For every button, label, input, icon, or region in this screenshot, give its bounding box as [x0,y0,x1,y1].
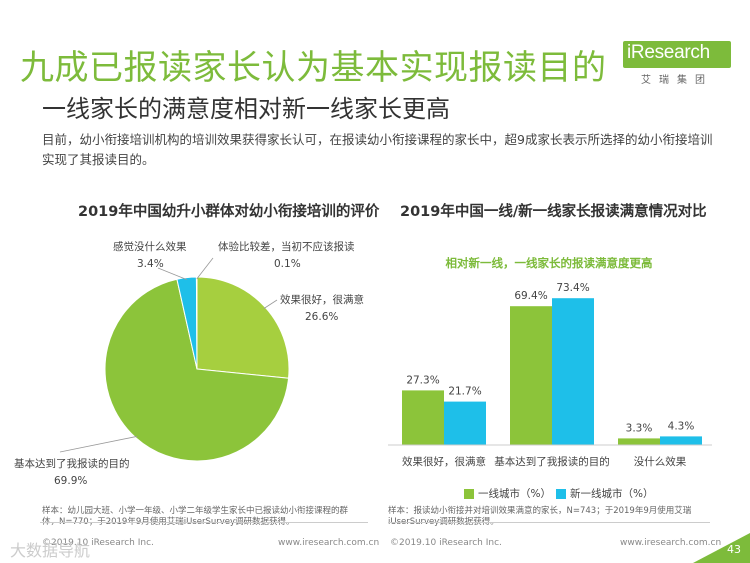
footer-url-left: www.iresearch.com.cn [278,538,380,548]
watermark: 大数据导航 [10,541,91,560]
pie-label-bad-experience: 体验比较差，当初不应该报读 [218,241,355,253]
bar-category-no-effect: 没什么效果 [634,455,687,468]
corner-decoration [693,533,750,563]
pie-sample-note: 样本：幼儿园大班、小学一年级、小学二年级学生家长中已报读幼小衔接课程的群体，N=… [42,506,349,527]
bar-new-tier1-basically-achieved [552,298,594,445]
pie-slice-basically-achieved [104,278,290,462]
bar-tier1-very-satisfied [402,390,444,445]
pie-value-bad-experience: 0.1% [274,258,301,270]
bar-label-tier1-no-effect: 3.3% [626,422,653,434]
logo-box [623,41,731,68]
pie-label-no-effect: 感觉没什么效果 [113,241,187,253]
pie-leader-very-satisfied [263,299,278,309]
pie-leader-bad-experience [196,257,214,280]
bar-category-very-satisfied: 效果很好，很满意 [402,455,486,468]
bar-chart-annotation: 相对新一线，一线家长的报读满意度更高 [446,256,653,270]
pie-value-no-effect: 3.4% [137,258,164,270]
bar-category-basically-achieved: 基本达到了我报读的目的 [494,455,610,468]
pie-label-basically-achieved: 基本达到了我报读的目的 [14,458,130,470]
bar-chart-title: 2019年中国一线/新一线家长报读满意情况对比 [400,204,707,220]
footer-copyright-left: ©2019.10 iResearch Inc. [42,538,154,548]
bar-label-new-tier1-very-satisfied: 21.7% [448,386,481,398]
bar-tier1-no-effect [618,438,660,445]
legend-swatch-tier1 [464,489,474,499]
page-title: 九成已报读家长认为基本实现报读目的 [20,48,607,88]
bar-tier1-basically-achieved [510,306,552,445]
bar-sample-note: 样本：报读幼小衔接并对培训效果满意的家长，N=743；于2019年9月使用艾瑞i… [388,506,692,527]
legend-label-tier1: 一线城市（%） [478,488,551,500]
footer-copyright-right: ©2019.10 iResearch Inc. [390,538,502,548]
page-subtitle: 一线家长的满意度相对新一线家长更高 [42,95,450,123]
bar-label-new-tier1-basically-achieved: 73.4% [556,282,589,294]
pie-slices [104,276,290,462]
pie-chart-title: 2019年中国幼升小群体对幼小衔接培训的评价 [78,204,380,220]
bar-new-tier1-no-effect [660,436,702,445]
legend-label-new-tier1: 新一线城市（%） [570,488,654,500]
pie-leader-basically-achieved [59,435,138,453]
pie-value-very-satisfied: 26.6% [305,311,339,323]
intro-text: 目前，幼小衔接培训机构的培训效果获得家长认可，在报读幼小衔接课程的家长中，超9成… [42,132,713,167]
logo-text: iResearch [627,42,710,63]
pie-leader-no-effect [157,267,187,280]
pie-slice-bad-experience [195,276,198,370]
footer-url-right: www.iresearch.com.cn [620,538,722,548]
bar-label-tier1-very-satisfied: 27.3% [406,374,439,386]
bar-label-new-tier1-no-effect: 4.3% [668,420,695,432]
page-number: 43 [727,543,741,556]
pie-value-basically-achieved: 69.9% [54,475,88,487]
footer-divider-left [40,522,368,523]
iresearch-logo: iResearch 艾瑞集团 [617,38,735,86]
bar-series: 27.3% 21.7% 效果很好，很满意 69.4% 73.4% 基本达到了我报读的目的 3… [402,282,702,468]
bar-label-tier1-basically-achieved: 69.4% [514,290,547,302]
bar-new-tier1-very-satisfied [444,401,486,445]
pie-label-very-satisfied: 效果很好，很满意 [280,294,364,306]
footer-divider-right [388,522,710,523]
legend-swatch-new-tier1 [556,489,566,499]
logo-subtext: 艾瑞集团 [641,75,713,86]
pie-leader-lines [59,257,278,453]
